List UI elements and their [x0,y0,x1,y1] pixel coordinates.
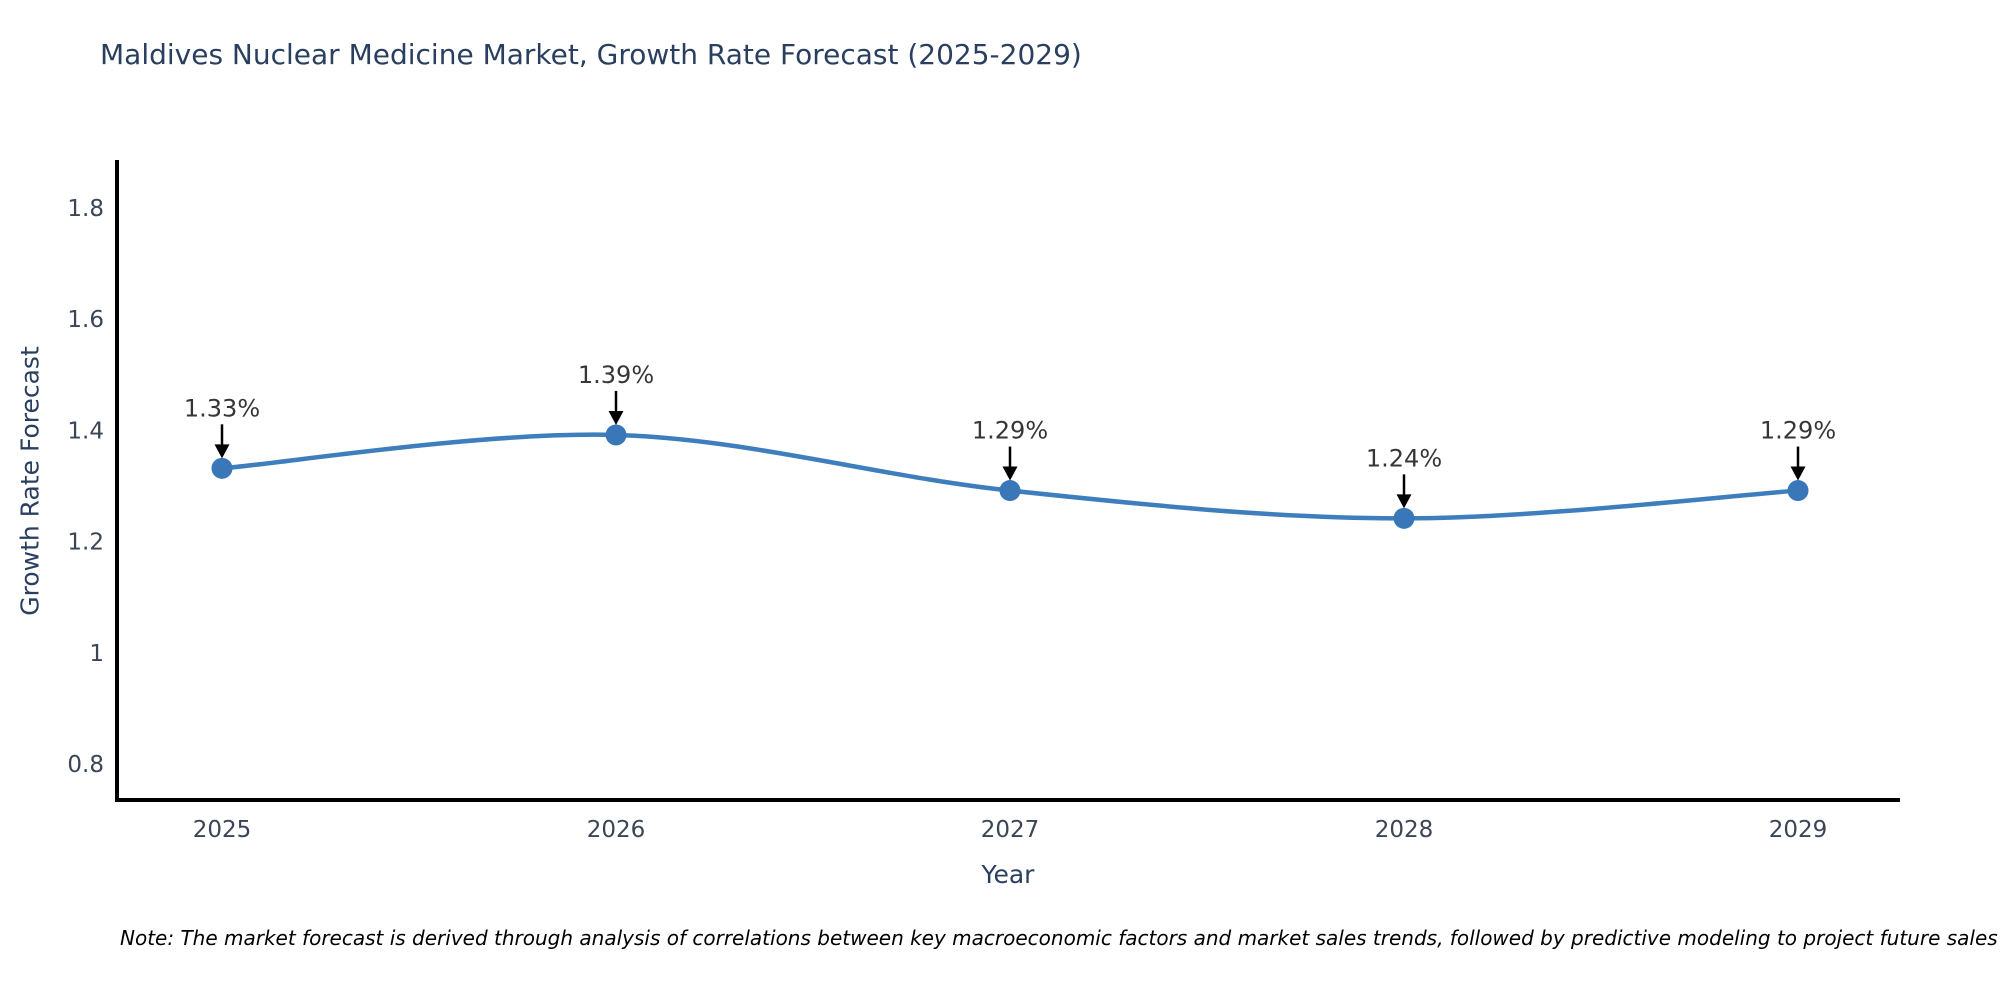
y-tick-label: 1.4 [67,418,104,444]
data-point-marker [1787,480,1809,502]
data-point-marker [211,457,233,479]
y-tick-label: 0.8 [67,752,104,778]
data-point-marker [605,424,627,446]
footnote: Note: The market forecast is derived thr… [120,926,1998,950]
x-axis-title: Year [981,860,1035,889]
x-tick-label: 2028 [1375,817,1434,843]
y-tick-label: 1.6 [67,307,104,333]
annotation-arrow-head [1790,466,1806,481]
data-point-label: 1.33% [184,394,260,422]
data-point-label: 1.39% [578,361,654,389]
data-point-marker [999,480,1021,502]
annotation-arrow-head [608,410,624,425]
x-tick-label: 2027 [981,817,1040,843]
annotation-arrow-head [1396,494,1412,509]
data-point-label: 1.29% [972,417,1048,445]
y-tick-label: 1.8 [67,196,104,222]
data-point-label: 1.24% [1366,444,1442,472]
axis-lines [115,160,1900,802]
annotation-arrow-head [1002,466,1018,481]
x-tick-label: 2025 [193,817,252,843]
data-point-marker [1393,507,1415,529]
data-point-label: 1.29% [1760,417,1836,445]
x-tick-label: 2026 [587,817,646,843]
y-tick-label: 1 [89,641,104,667]
chart-title: Maldives Nuclear Medicine Market, Growth… [100,38,1082,71]
annotation-arrow-head [214,444,230,459]
y-tick-label: 1.2 [67,530,104,556]
x-tick-label: 2029 [1769,817,1828,843]
